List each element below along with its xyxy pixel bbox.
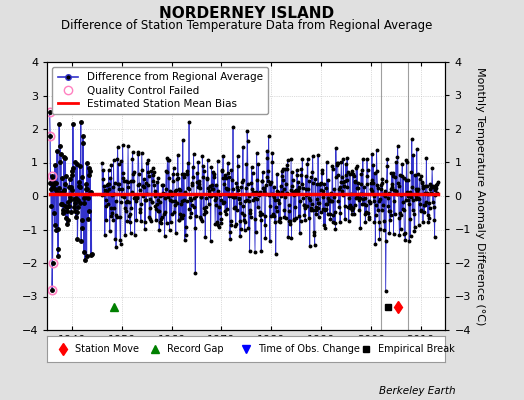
Text: Time of Obs. Change: Time of Obs. Change: [258, 344, 360, 354]
Y-axis label: Monthly Temperature Anomaly Difference (°C): Monthly Temperature Anomaly Difference (…: [475, 67, 485, 325]
Text: Record Gap: Record Gap: [167, 344, 223, 354]
Text: Station Move: Station Move: [75, 344, 139, 354]
Text: Berkeley Earth: Berkeley Earth: [379, 386, 456, 396]
Text: NORDERNEY ISLAND: NORDERNEY ISLAND: [159, 6, 334, 21]
Text: Difference of Station Temperature Data from Regional Average: Difference of Station Temperature Data f…: [61, 19, 432, 32]
Legend: Difference from Regional Average, Quality Control Failed, Estimated Station Mean: Difference from Regional Average, Qualit…: [52, 67, 268, 114]
Text: Empirical Break: Empirical Break: [378, 344, 454, 354]
